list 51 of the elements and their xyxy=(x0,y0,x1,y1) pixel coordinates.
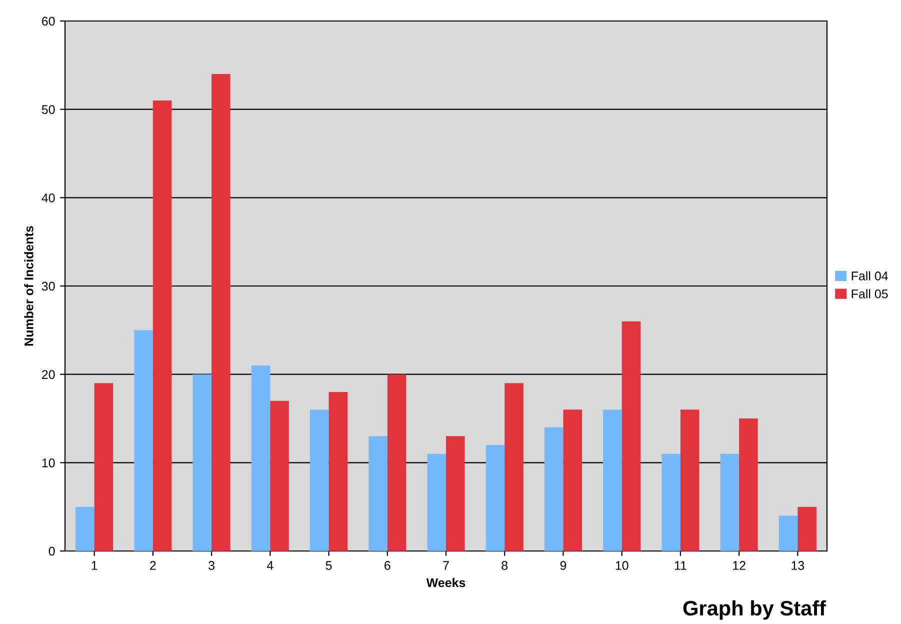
x-tick-label: 3 xyxy=(208,561,214,570)
x-tick-label: 6 xyxy=(384,561,390,570)
bar xyxy=(563,410,582,551)
bar xyxy=(720,454,740,551)
y-tick-label: 60 xyxy=(42,16,55,26)
bar xyxy=(622,321,641,551)
bar xyxy=(446,436,465,551)
x-tick-label: 11 xyxy=(674,561,686,570)
bar xyxy=(778,516,798,551)
bar xyxy=(368,436,388,551)
x-tick-label: 4 xyxy=(266,561,274,570)
bar xyxy=(251,366,270,551)
bar xyxy=(739,418,758,551)
bar xyxy=(152,100,172,551)
x-tick-label: 12 xyxy=(733,561,746,570)
bar xyxy=(76,506,94,551)
legend-label: Fall 04 xyxy=(852,271,888,280)
bar xyxy=(427,454,446,551)
bar xyxy=(680,410,700,551)
bar xyxy=(212,74,230,551)
y-tick-label: 20 xyxy=(42,370,55,379)
y-tick-label: 50 xyxy=(42,105,55,114)
bar xyxy=(134,330,153,551)
y-tick-label: 10 xyxy=(42,458,55,468)
x-tick-label: 7 xyxy=(443,561,449,570)
y-tick-label: 40 xyxy=(42,193,55,202)
x-tick-label: 9 xyxy=(560,561,566,570)
x-tick-label: 5 xyxy=(326,561,332,570)
bar xyxy=(544,427,564,551)
y-tick-label: 30 xyxy=(42,282,55,291)
y-tick-label: 0 xyxy=(48,546,55,556)
bar xyxy=(192,374,212,551)
x-tick-label: 13 xyxy=(792,561,804,570)
x-axis-title: Weeks xyxy=(426,578,466,588)
x-tick-label: 10 xyxy=(616,561,628,570)
text: Graph by Staff xyxy=(683,600,826,620)
x-tick-label: 8 xyxy=(502,561,508,570)
y-axis-title: Number of Incidents xyxy=(24,226,34,346)
bar xyxy=(662,454,680,551)
bar xyxy=(94,383,114,551)
bar xyxy=(504,383,524,551)
x-tick-label: 1 xyxy=(92,561,98,570)
bar xyxy=(603,410,622,551)
bar xyxy=(486,445,505,551)
bar xyxy=(387,374,406,551)
bar xyxy=(328,392,348,551)
bar xyxy=(798,506,816,551)
bar xyxy=(270,400,289,551)
bar xyxy=(310,410,329,551)
x-tick-label: 2 xyxy=(150,561,156,570)
legend-label: Fall 05 xyxy=(852,289,888,298)
